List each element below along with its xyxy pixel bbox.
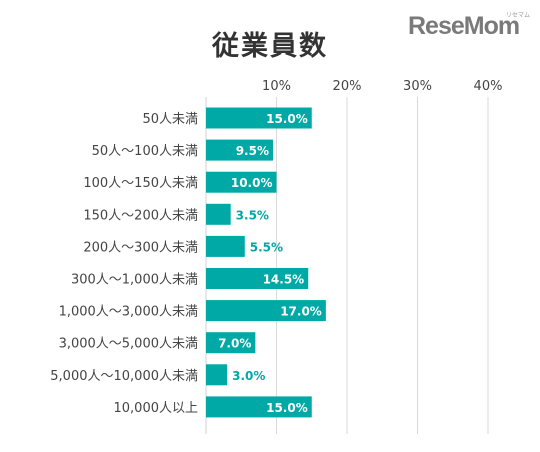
data-label: 5.5% bbox=[250, 240, 283, 254]
category-label: 300人～1,000人未満 bbox=[71, 273, 198, 288]
category-label: 200人～300人未満 bbox=[83, 240, 198, 255]
x-tick-label: 20% bbox=[333, 79, 362, 94]
bar bbox=[206, 300, 326, 322]
resemom-logo: ReseMom リセマム bbox=[408, 10, 532, 44]
data-label: 17.0% bbox=[280, 305, 322, 319]
data-label: 14.5% bbox=[263, 273, 305, 287]
category-label: 50人未満 bbox=[142, 112, 198, 127]
data-label: 10.0% bbox=[231, 176, 273, 190]
x-tick-label: 40% bbox=[474, 79, 503, 94]
bar bbox=[206, 268, 309, 289]
x-tick-label: 30% bbox=[403, 79, 432, 94]
data-label: 15.0% bbox=[266, 112, 308, 126]
bar bbox=[206, 171, 277, 193]
data-label: 9.5% bbox=[236, 144, 269, 158]
logo-text: ReseMom bbox=[408, 12, 520, 40]
data-label: 15.0% bbox=[266, 401, 308, 415]
bar bbox=[206, 139, 273, 161]
bar bbox=[206, 332, 256, 354]
x-tick-label: 10% bbox=[262, 79, 291, 94]
data-label: 3.5% bbox=[236, 208, 269, 222]
category-label: 50人～100人未満 bbox=[92, 144, 198, 159]
logo-small-text: リセマム bbox=[506, 12, 531, 19]
category-label: 1,000人～3,000人未満 bbox=[59, 305, 198, 320]
category-label: 5,000人～10,000人未満 bbox=[50, 369, 198, 384]
data-label: 3.0% bbox=[232, 369, 265, 383]
bar bbox=[206, 364, 228, 386]
data-label: 7.0% bbox=[218, 337, 251, 351]
category-label: 3,000人～5,000人未満 bbox=[59, 337, 198, 352]
bar bbox=[206, 396, 312, 418]
bar bbox=[206, 235, 245, 257]
bar bbox=[206, 203, 231, 225]
chart-title: 従業員数 bbox=[212, 31, 328, 62]
bar bbox=[206, 107, 312, 129]
category-label: 150人～200人未満 bbox=[83, 208, 198, 223]
category-label: 10,000人以上 bbox=[114, 401, 199, 416]
category-label: 100人～150人未満 bbox=[83, 176, 198, 191]
